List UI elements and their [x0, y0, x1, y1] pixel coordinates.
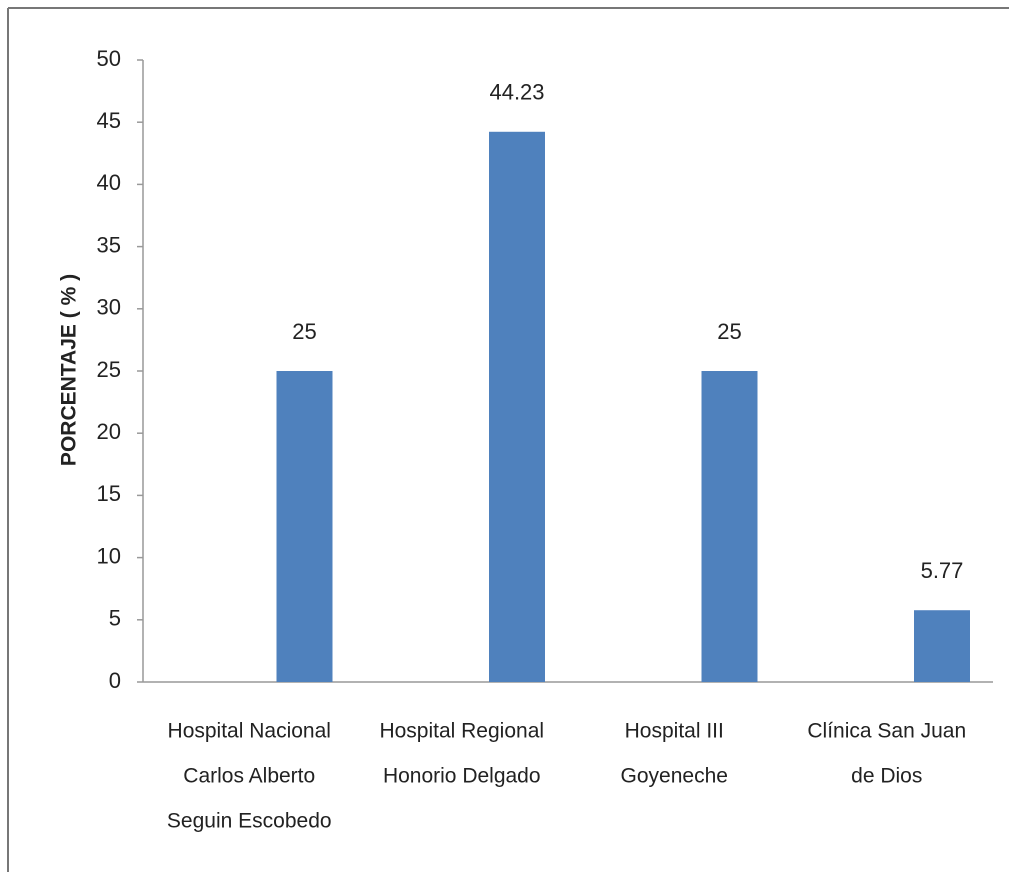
value-label: 25 [292, 319, 316, 344]
y-tick-label: 40 [97, 170, 121, 195]
y-tick-label: 20 [97, 419, 121, 444]
x-tick-label: de Dios [851, 765, 922, 788]
y-tick-label: 45 [97, 108, 121, 133]
y-tick-label: 25 [97, 357, 121, 382]
x-tick-label: Hospital Regional [379, 720, 544, 743]
bar [701, 371, 758, 682]
x-tick-label: Clínica San Juan [807, 720, 966, 743]
y-tick-label: 15 [97, 481, 121, 506]
x-tick-label: Seguin Escobedo [167, 810, 332, 833]
y-tick-label: 35 [97, 232, 121, 257]
value-label: 25 [717, 319, 741, 344]
y-tick-label: 10 [97, 543, 121, 568]
x-tick-label: Carlos Alberto [183, 765, 315, 788]
x-tick-label: Honorio Delgado [383, 765, 541, 788]
bar [276, 371, 333, 682]
y-tick-label: 5 [109, 606, 121, 631]
value-label: 44.23 [489, 80, 544, 105]
bar [489, 131, 545, 682]
y-tick-label: 50 [97, 46, 121, 71]
y-tick-label: 30 [97, 295, 121, 320]
value-label: 5.77 [921, 558, 964, 583]
y-tick-label: 0 [109, 668, 121, 693]
x-tick-label: Hospital III [625, 720, 724, 743]
y-axis-title: PORCENTAJE ( % ) [58, 274, 81, 466]
x-tick-label: Goyeneche [621, 765, 728, 788]
bar [914, 610, 970, 682]
x-tick-label: Hospital Nacional [168, 720, 331, 743]
